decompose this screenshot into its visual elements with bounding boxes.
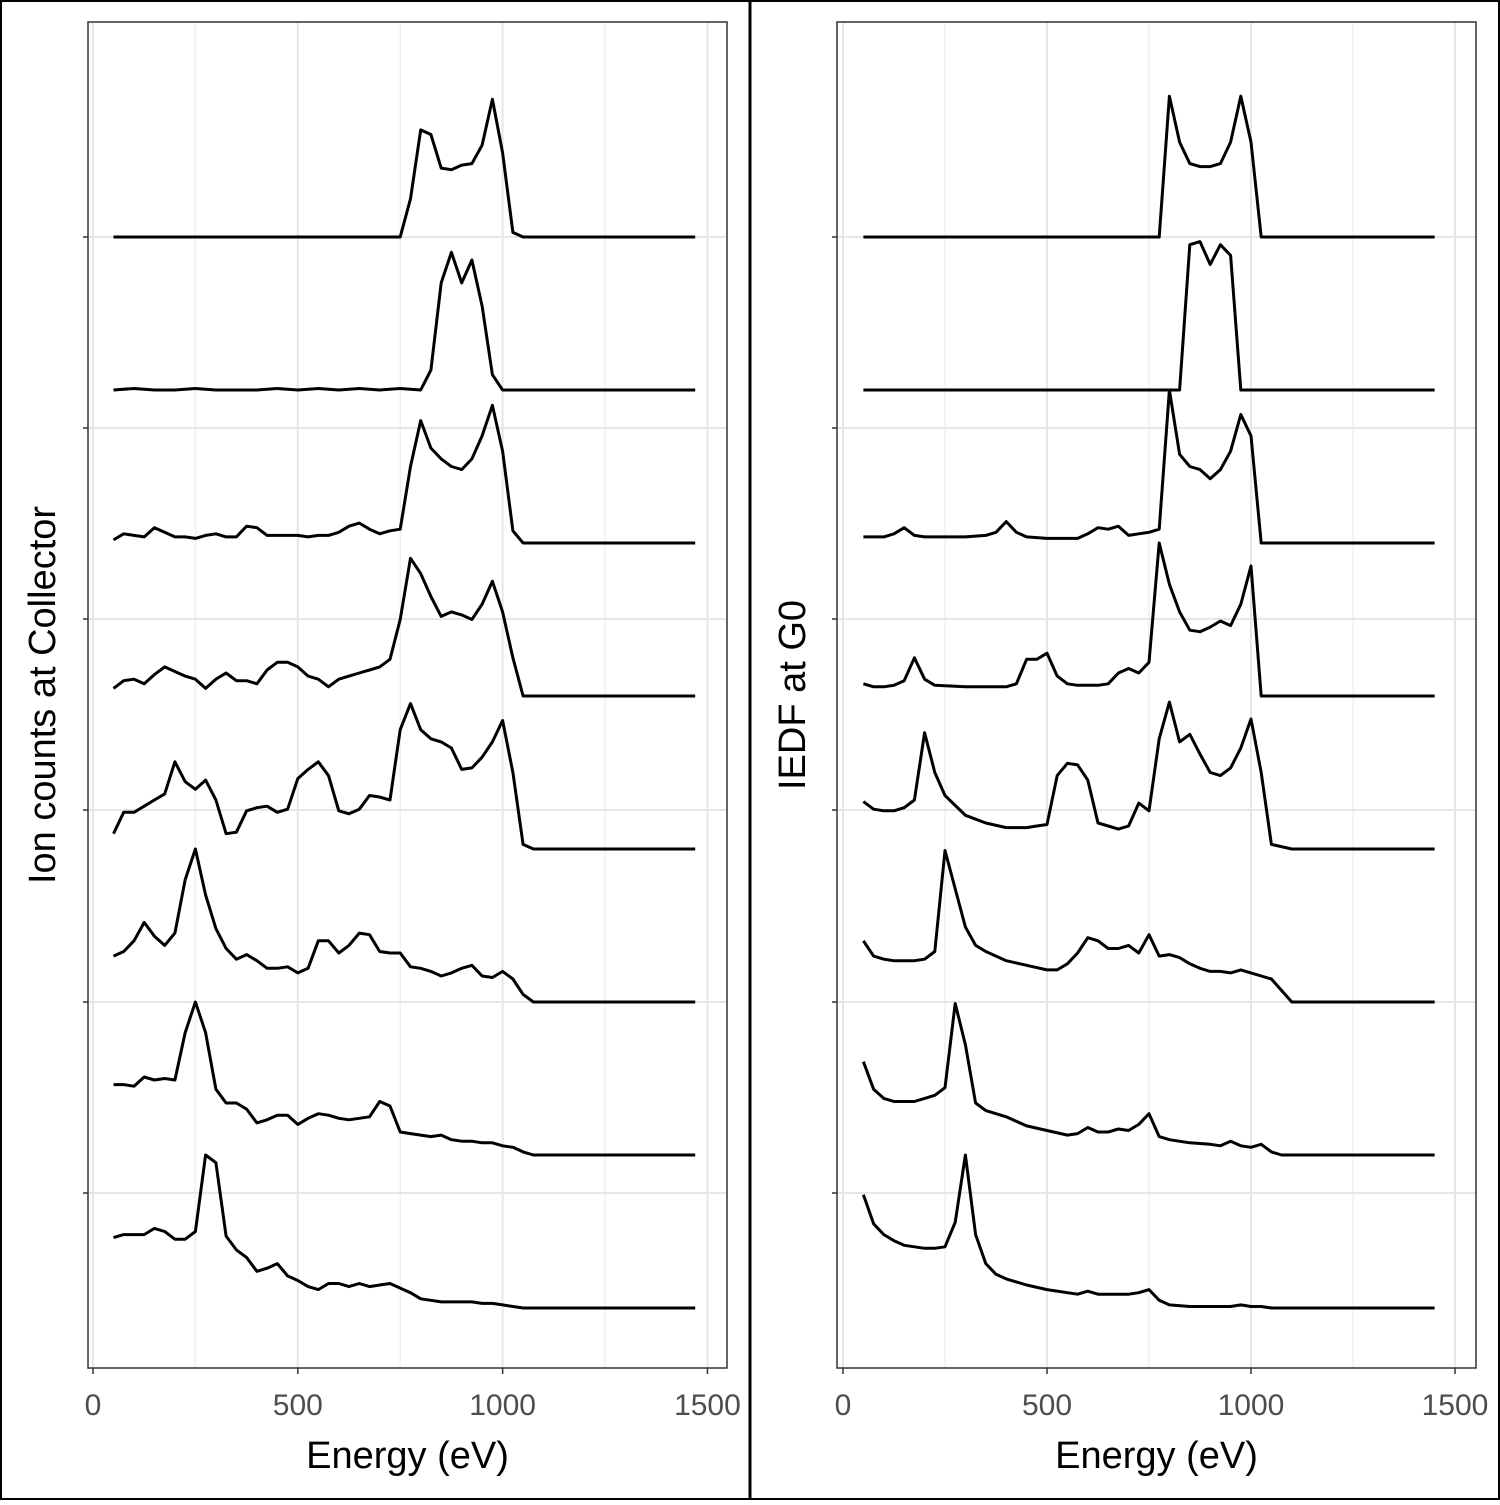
x-ticks-right: 0 500 1000 1500: [832, 236, 1489, 1422]
series-line: [112, 403, 696, 545]
plot-frame-right: [836, 21, 1477, 1369]
series-line: [863, 94, 1435, 239]
series-line: [112, 556, 696, 698]
series-line: [861, 1002, 1435, 1157]
series-line: [863, 388, 1435, 545]
x-axis-label-right: Energy (eV): [1055, 1435, 1258, 1477]
x-ticks-left: 0 500 1000 1500: [83, 236, 741, 1422]
series-line: [113, 1153, 696, 1310]
series-line: [113, 1000, 696, 1157]
series-line: [112, 847, 696, 1004]
plot-frame-left: [87, 21, 728, 1369]
x-tick-label: 500: [273, 1389, 323, 1422]
series-line: [863, 240, 1435, 392]
y-axis-label-right: IEDF at G0: [772, 600, 814, 790]
series-line: [861, 1153, 1435, 1310]
y-axis-label-left: Ion counts at Collector: [22, 506, 64, 884]
series-line: [862, 849, 1435, 1004]
series-line: [113, 250, 696, 392]
series-lines-right: [861, 94, 1435, 1310]
x-tick-label: 1500: [674, 1389, 741, 1422]
x-tick-label: 500: [1022, 1389, 1072, 1422]
panel-left: 0 500 1000 1500 Energy (eV) Ion counts at C…: [22, 21, 741, 1477]
series-line: [862, 541, 1435, 698]
series-line: [113, 97, 696, 239]
series-line: [862, 700, 1435, 851]
x-tick-label: 1000: [1218, 1389, 1285, 1422]
series-lines-left: [112, 97, 696, 1310]
x-tick-label: 0: [835, 1389, 852, 1422]
x-tick-label: 1000: [469, 1389, 536, 1422]
x-axis-label-left: Energy (eV): [306, 1435, 509, 1477]
x-tick-label: 0: [85, 1389, 102, 1422]
x-tick-label: 1500: [1422, 1389, 1489, 1422]
panel-right: 0 500 1000 1500 Energy (eV) IEDF at G0: [772, 21, 1489, 1477]
series-line: [112, 702, 696, 851]
